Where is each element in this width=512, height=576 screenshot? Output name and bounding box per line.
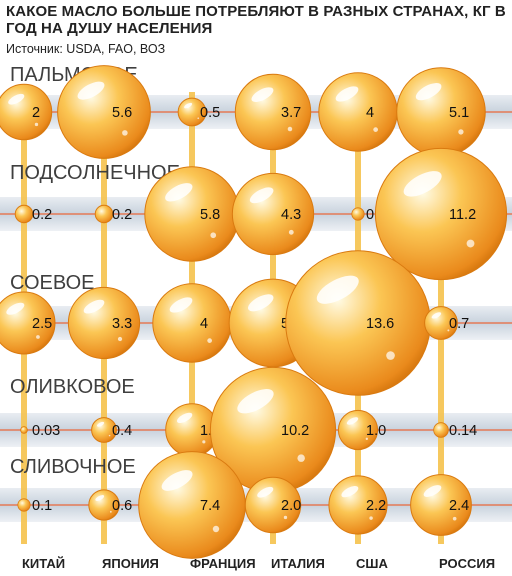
bubble-2-4 (231, 172, 315, 256)
value-label: 0.5 (200, 105, 220, 121)
bubble-3-6 (424, 306, 458, 340)
chart-source: Источник: USDA, FAO, ВОЗ (6, 42, 166, 56)
category-label: СЛИВОЧНОЕ (10, 456, 136, 478)
value-label: 5.6 (112, 105, 132, 121)
value-label: 5.1 (449, 105, 469, 121)
value-label: 0.14 (449, 423, 477, 439)
value-label: 0.1 (32, 498, 52, 514)
bubble-3-1 (0, 291, 56, 355)
country-label: КИТАЙ (22, 556, 65, 571)
value-label: 13.6 (366, 316, 394, 332)
value-label: 3.7 (281, 105, 301, 121)
value-label: 7.4 (200, 498, 220, 514)
bubble-3-3 (152, 283, 232, 363)
bubble-1-4 (234, 73, 312, 151)
value-label: 0.6 (112, 498, 132, 514)
country-label: ИТАЛИЯ (271, 556, 325, 571)
bubble-5-4 (244, 476, 302, 534)
bubble-3-5 (285, 250, 431, 396)
value-label: 0.2 (112, 207, 132, 223)
country-label: ЯПОНИЯ (102, 556, 159, 571)
bubble-4-4 (209, 366, 337, 494)
country-label: РОССИЯ (439, 556, 495, 571)
bubble-5-3 (138, 451, 246, 559)
bubble-2-1 (14, 204, 34, 224)
value-label: 4.3 (281, 207, 301, 223)
value-label: 0.2 (32, 207, 52, 223)
bubble-2-2 (94, 204, 114, 224)
bubble-4-2 (91, 417, 117, 443)
value-label: 2.0 (281, 498, 301, 514)
bubble-1-6 (396, 67, 486, 157)
bubble-5-2 (88, 489, 120, 521)
bubble-4-1 (20, 426, 28, 434)
country-label: США (356, 556, 388, 571)
value-label: 5.8 (200, 207, 220, 223)
value-label: 2.4 (449, 498, 469, 514)
bubble-1-5 (318, 72, 398, 152)
category-label: ОЛИВКОВОЕ (10, 376, 135, 398)
value-label: 2.5 (32, 316, 52, 332)
bubble-2-3 (144, 166, 240, 262)
value-label: 1.0 (366, 423, 386, 439)
bubble-2-5 (351, 207, 365, 221)
category-label: ПОДСОЛНЕЧНОЕ (10, 162, 180, 184)
bubble-5-6 (410, 474, 472, 536)
value-label: 0.03 (32, 423, 60, 439)
value-label: 2 (32, 105, 40, 121)
value-label: 4 (200, 316, 208, 332)
value-label: 5 (281, 316, 289, 332)
bubble-4-5 (337, 409, 379, 451)
bubble-3-2 (67, 286, 141, 360)
chart-title: КАКОЕ МАСЛО БОЛЬШЕ ПОТРЕБЛЯЮТ В РАЗНЫХ С… (6, 3, 506, 37)
value-label: 10.2 (281, 423, 309, 439)
bubble-4-6 (433, 422, 449, 438)
bubble-5-1 (17, 498, 31, 512)
value-label: 0.4 (112, 423, 132, 439)
bubble-1-1 (0, 83, 53, 141)
value-label: 4 (366, 105, 374, 121)
bubble-1-2 (57, 65, 151, 159)
bubble-1-3 (177, 97, 207, 127)
value-label: 0.7 (449, 316, 469, 332)
value-label: 2.2 (366, 498, 386, 514)
category-label: СОЕВОЕ (10, 272, 94, 294)
value-label: 3.3 (112, 316, 132, 332)
country-label: ФРАНЦИЯ (190, 556, 256, 571)
bubble-2-6 (374, 147, 508, 281)
value-label: 11.2 (449, 207, 476, 223)
bubble-5-5 (328, 475, 388, 535)
